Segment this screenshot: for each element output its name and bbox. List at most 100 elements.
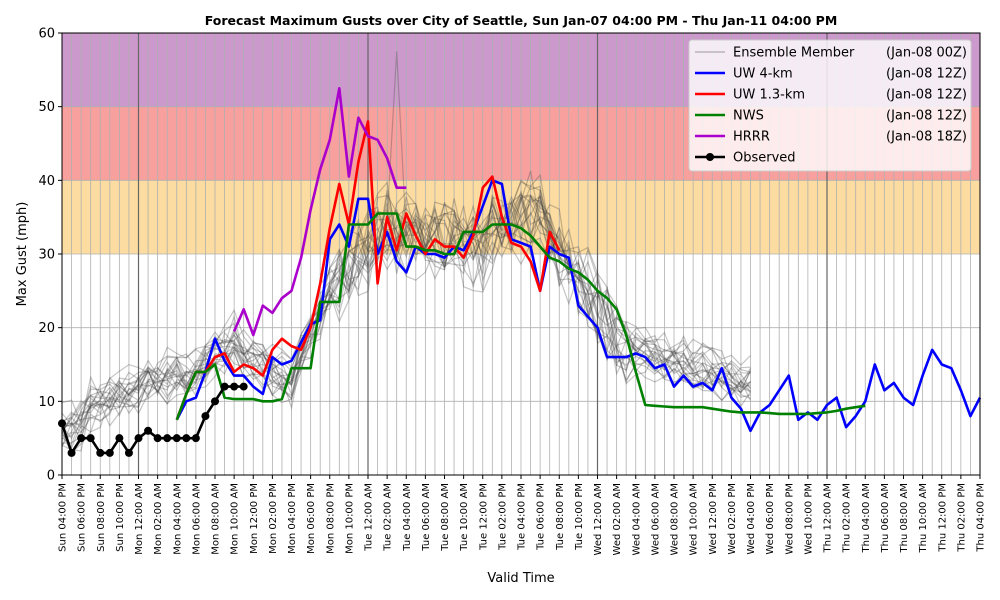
- ensemble-member-line: [61, 193, 751, 446]
- x-tick-label: Thu 12:00 PM: [937, 483, 948, 553]
- ensemble-member-line: [61, 191, 751, 425]
- x-tick-label: Tue 02:00 PM: [497, 483, 508, 551]
- series-lines: [58, 87, 982, 457]
- ensemble-member-line: [61, 199, 752, 430]
- ensemble-member-line: [61, 189, 751, 437]
- x-tick-label: Mon 02:00 AM: [153, 483, 164, 555]
- x-tick-label: Thu 02:00 PM: [956, 483, 967, 553]
- observed-point: [172, 434, 181, 443]
- x-axis: Sun 04:00 PM Sun 06:00 PM Sun 08:00 PM Sun …: [58, 475, 987, 555]
- legend-box: [688, 39, 972, 172]
- observed-point: [230, 382, 239, 391]
- ensemble-member-line: [61, 189, 751, 426]
- legend: Ensemble Member (Jan-08 00Z) UW 4-km (Jan-0…: [688, 39, 972, 172]
- y-axis: 0 10 20 30 40 50 60: [38, 27, 62, 484]
- x-tick-label: Mon 08:00 AM: [211, 483, 222, 555]
- x-tick-label: Wed 04:00 AM: [631, 483, 642, 555]
- observed-point: [115, 434, 124, 443]
- legend-label: NWS: [733, 109, 764, 124]
- x-tick-label: Wed 10:00 PM: [803, 483, 814, 555]
- legend-label: UW 1.3-km: [733, 88, 805, 103]
- y-tick-label: 10: [38, 395, 55, 410]
- x-tick-label: Tue 02:00 AM: [383, 483, 394, 552]
- x-tick-label: Tue 06:00 AM: [421, 483, 432, 552]
- y-tick-label: 60: [38, 27, 55, 42]
- x-tick-label: Sun 04:00 PM: [58, 483, 69, 552]
- ensemble-member-lines: [61, 51, 752, 455]
- x-tick-label: Wed 08:00 AM: [670, 483, 681, 555]
- observed-point: [211, 397, 219, 406]
- x-tick-label: Tue 08:00 AM: [440, 483, 451, 552]
- x-tick-label: Sun 10:00 PM: [115, 483, 126, 552]
- x-tick-label: Tue 10:00 PM: [574, 483, 585, 551]
- ensemble-member-line: [61, 194, 751, 428]
- x-tick-label: Mon 02:00 PM: [268, 483, 279, 554]
- y-tick-label: 50: [38, 100, 55, 115]
- observed-point: [182, 434, 191, 443]
- x-tick-label: Wed 12:00 PM: [708, 483, 719, 555]
- x-tick-label: Mon 10:00 PM: [344, 483, 355, 554]
- x-tick-label: Wed 04:00 PM: [746, 483, 757, 555]
- x-tick-label: Mon 06:00 PM: [306, 483, 317, 554]
- ensemble-member-line: [61, 195, 751, 452]
- observed-point: [239, 382, 248, 391]
- ensemble-member-line: [61, 199, 752, 440]
- x-tick-label: Mon 06:00 AM: [191, 483, 202, 555]
- legend-run-time: (Jan-08 12Z): [886, 109, 967, 124]
- x-tick-label: Mon 04:00 PM: [287, 483, 298, 554]
- ensemble-member-line: [61, 195, 751, 445]
- observed-point: [96, 448, 105, 457]
- chart-title: Forecast Maximum Gusts over City of Seat…: [205, 13, 838, 28]
- observed-point: [86, 434, 95, 443]
- ensemble-member-line: [61, 170, 751, 426]
- legend-run-time: (Jan-08 00Z): [886, 46, 967, 61]
- series-line-hrrr: [232, 87, 407, 337]
- x-tick-label: Wed 06:00 AM: [650, 483, 661, 555]
- x-tick-label: Wed 02:00 PM: [727, 483, 738, 555]
- x-tick-label: Tue 06:00 PM: [536, 483, 547, 551]
- ensemble-member-line: [61, 210, 751, 447]
- legend-label: UW 4-km: [733, 67, 793, 82]
- x-tick-label: Thu 04:00 AM: [861, 483, 872, 553]
- legend-run-time: (Jan-08 12Z): [886, 67, 967, 82]
- y-tick-label: 30: [38, 248, 55, 263]
- y-tick-label: 40: [38, 174, 55, 189]
- x-tick-label: Mon 10:00 AM: [230, 483, 241, 555]
- observed-point: [144, 426, 153, 435]
- observed-point: [163, 434, 172, 443]
- x-tick-label: Tue 12:00 PM: [478, 483, 489, 551]
- x-tick-label: Wed 06:00 PM: [765, 483, 776, 555]
- x-tick-label: Thu 02:00 AM: [842, 483, 853, 553]
- legend-run-time: (Jan-08 12Z): [886, 88, 967, 103]
- y-tick-label: 20: [38, 321, 55, 336]
- x-axis-label: Valid Time: [487, 571, 554, 586]
- legend-label: Observed: [733, 151, 796, 166]
- x-tick-label: Tue 08:00 PM: [555, 483, 566, 551]
- legend-label: Ensemble Member: [733, 46, 855, 61]
- x-tick-label: Sun 08:00 PM: [96, 483, 107, 552]
- x-tick-label: Thu 06:00 AM: [880, 483, 891, 553]
- observed-point: [201, 412, 210, 421]
- legend-marker: [706, 153, 714, 161]
- ensemble-member-line: [61, 185, 751, 435]
- x-tick-label: Tue 04:00 AM: [402, 483, 413, 552]
- y-tick-label: 0: [47, 469, 55, 484]
- x-tick-label: Thu 12:00 AM: [823, 483, 834, 553]
- ensemble-member-line: [61, 173, 751, 433]
- x-tick-label: Tue 10:00 AM: [459, 483, 470, 552]
- observed-point: [77, 434, 86, 443]
- ensemble-member-line: [61, 189, 752, 428]
- observed-point: [67, 448, 76, 457]
- x-tick-label: Mon 12:00 PM: [249, 483, 260, 554]
- observed-point: [220, 382, 229, 391]
- ensemble-member-line: [61, 194, 751, 434]
- x-tick-label: Mon 08:00 PM: [325, 483, 336, 554]
- x-tick-label: Tue 12:00 AM: [364, 483, 375, 552]
- x-tick-label: Wed 10:00 AM: [689, 483, 700, 555]
- x-tick-label: Mon 04:00 AM: [172, 483, 183, 555]
- ensemble-member-line: [61, 179, 751, 426]
- x-tick-label: Wed 12:00 AM: [593, 483, 604, 555]
- x-tick-label: Thu 10:00 AM: [918, 483, 929, 553]
- legend-run-time: (Jan-08 18Z): [886, 130, 967, 145]
